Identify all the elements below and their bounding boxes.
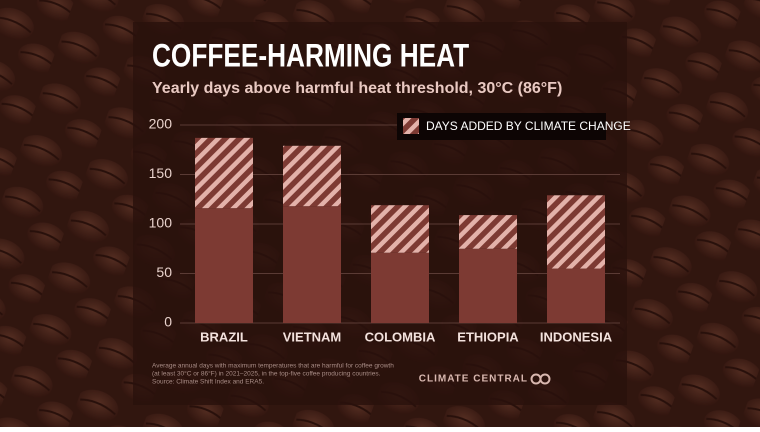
x-tick-label: COLOMBIA — [365, 329, 436, 344]
bar-segment-added — [195, 137, 253, 209]
bar-segment-added — [371, 205, 429, 253]
x-tick-label: VIETNAM — [283, 329, 342, 344]
bar-segment-added — [283, 145, 341, 207]
x-tick-label: ETHIOPIA — [457, 329, 519, 344]
bar-segment-base — [547, 268, 605, 323]
bar-segment-base — [459, 248, 517, 323]
bar-segment-base — [371, 252, 429, 323]
bar-segment-base — [195, 208, 253, 323]
bar-segment-base — [283, 206, 341, 323]
note: (at least 30°C or 86°F) in 2021–2025, in… — [152, 370, 381, 378]
legend-swatch — [403, 118, 419, 134]
note: Average annual days with maximum tempera… — [152, 363, 394, 370]
x-tick-label: BRAZIL — [200, 329, 248, 344]
legend-label: DAYS ADDED BY CLIMATE CHANGE — [426, 119, 631, 133]
bar-segment-added — [547, 195, 605, 269]
chart-title: COFFEE-HARMING HEAT — [152, 39, 469, 74]
logo-icon — [530, 373, 551, 385]
chart-subtitle: Yearly days above harmful heat threshold… — [152, 80, 562, 97]
y-tick-label: 50 — [156, 264, 172, 280]
x-tick-label: INDONESIA — [540, 329, 613, 344]
note: Source: Climate Shift Index and ERA5. — [152, 379, 264, 386]
legend-box — [397, 113, 606, 140]
y-tick-label: 150 — [149, 165, 173, 181]
y-tick-label: 0 — [164, 314, 172, 330]
bar-segment-added — [459, 215, 517, 249]
y-tick-label: 100 — [149, 215, 173, 231]
y-tick-label: 200 — [149, 116, 173, 132]
logo-text: CLIMATE CENTRAL — [419, 374, 528, 385]
